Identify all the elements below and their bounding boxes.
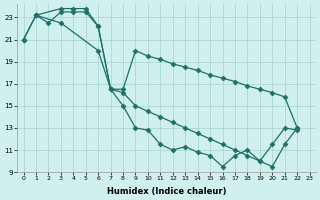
X-axis label: Humidex (Indice chaleur): Humidex (Indice chaleur): [107, 187, 226, 196]
